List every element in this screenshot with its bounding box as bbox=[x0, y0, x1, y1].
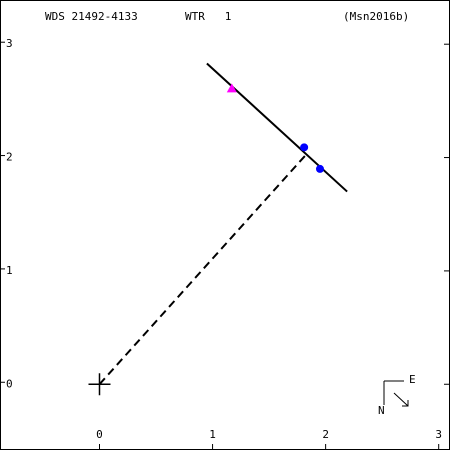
observation-point bbox=[300, 143, 309, 152]
compass-arrow bbox=[393, 392, 409, 407]
y-tick-label: 0 bbox=[6, 377, 13, 390]
x-tick-label: 2 bbox=[322, 428, 329, 441]
x-tick-label: 1 bbox=[209, 428, 216, 441]
compass-arrowhead bbox=[402, 400, 409, 407]
y-tick-label: 2 bbox=[6, 151, 13, 164]
chart-title: WDS 21492-4133 bbox=[45, 10, 138, 23]
reference: (Msn2016b) bbox=[343, 10, 409, 23]
first-observation bbox=[226, 83, 237, 93]
compass-north-label: N bbox=[378, 404, 385, 417]
compass-east-label: E bbox=[409, 373, 416, 386]
x-tick-label: 3 bbox=[435, 428, 442, 441]
compass: E N bbox=[378, 373, 416, 417]
x-tick-label: 0 bbox=[96, 428, 103, 441]
observation-point bbox=[315, 164, 324, 173]
y-tick-label: 1 bbox=[6, 264, 13, 277]
chart-subtitle: WTR 1 bbox=[185, 10, 231, 23]
origin-cross bbox=[88, 373, 111, 396]
y-tick-label: 3 bbox=[6, 37, 13, 50]
